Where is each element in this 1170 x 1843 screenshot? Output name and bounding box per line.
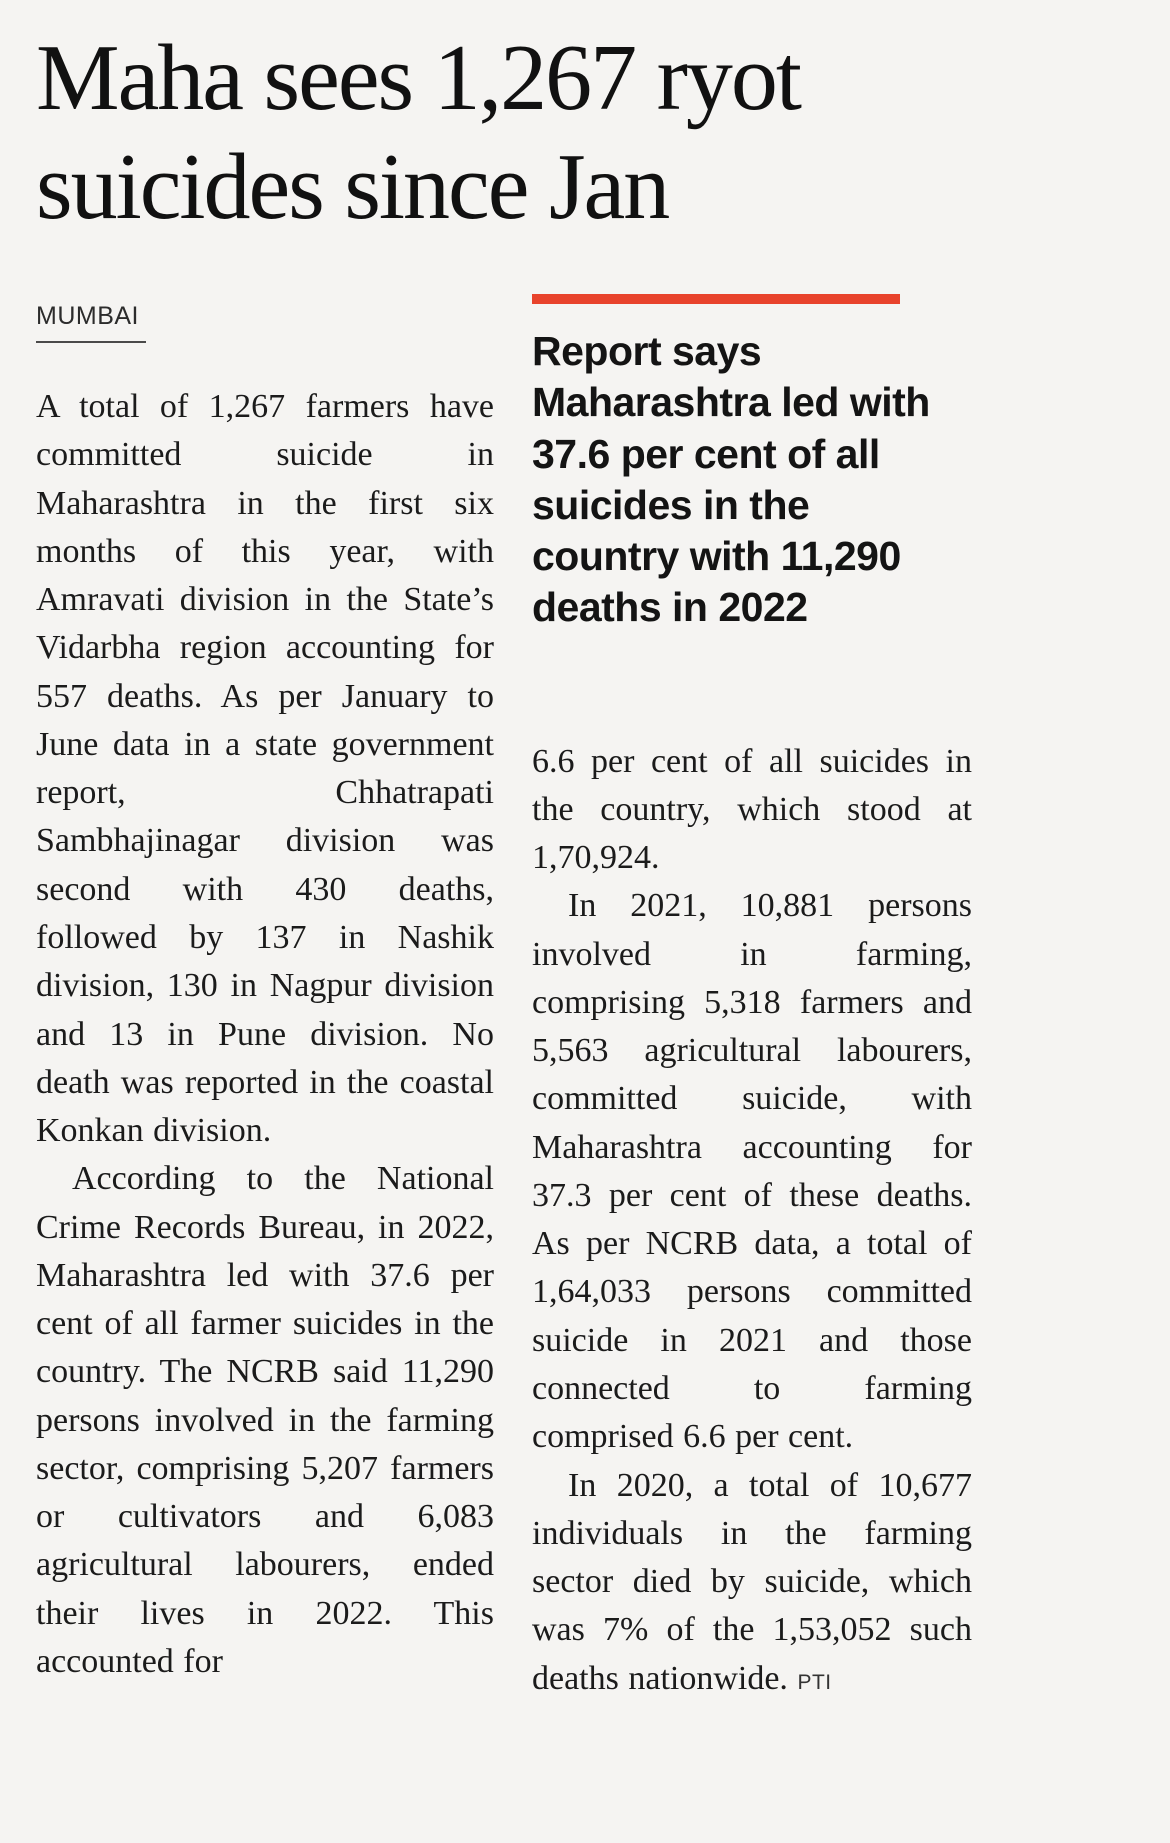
left-column: MUMBAI A total of 1,267 farmers have com…	[36, 288, 494, 1703]
paragraph-text: According to the National Crime Records …	[36, 1160, 494, 1680]
article-paragraph: In 2021, 10,881 persons involved in farm…	[532, 882, 972, 1461]
article-headline: Maha sees 1,267 ryot suicides since Jan	[36, 26, 802, 240]
article-columns: MUMBAI A total of 1,267 farmers have com…	[36, 288, 972, 1703]
pull-quote: Report says Maharashtra led with 37.6 pe…	[532, 328, 930, 631]
right-column-body: 6.6 per cent of all suicides in the coun…	[532, 738, 972, 1703]
article-paragraph: A total of 1,267 farmers have committed …	[36, 383, 494, 1155]
dateline-rule	[36, 341, 146, 344]
news-agency-credit: PTI	[797, 1670, 832, 1694]
left-column-body: A total of 1,267 farmers have committed …	[36, 383, 494, 1686]
dateline: MUMBAI	[36, 302, 139, 331]
paragraph-text: In 2021, 10,881 persons involved in farm…	[532, 887, 972, 1456]
right-column: Report says Maharashtra led with 37.6 pe…	[532, 288, 972, 1703]
article-paragraph: 6.6 per cent of all suicides in the coun…	[532, 738, 972, 883]
newspaper-article: Maha sees 1,267 ryot suicides since Jan …	[36, 26, 972, 1703]
article-paragraph: According to the National Crime Records …	[36, 1155, 494, 1686]
paragraph-text: In 2020, a total of 10,677 individuals i…	[532, 1466, 972, 1697]
article-paragraph: In 2020, a total of 10,677 individuals i…	[532, 1462, 972, 1703]
paragraph-text: 6.6 per cent of all suicides in the coun…	[532, 742, 972, 877]
pull-quote-accent-bar	[532, 294, 900, 305]
paragraph-text: A total of 1,267 farmers have committed …	[36, 388, 494, 1150]
